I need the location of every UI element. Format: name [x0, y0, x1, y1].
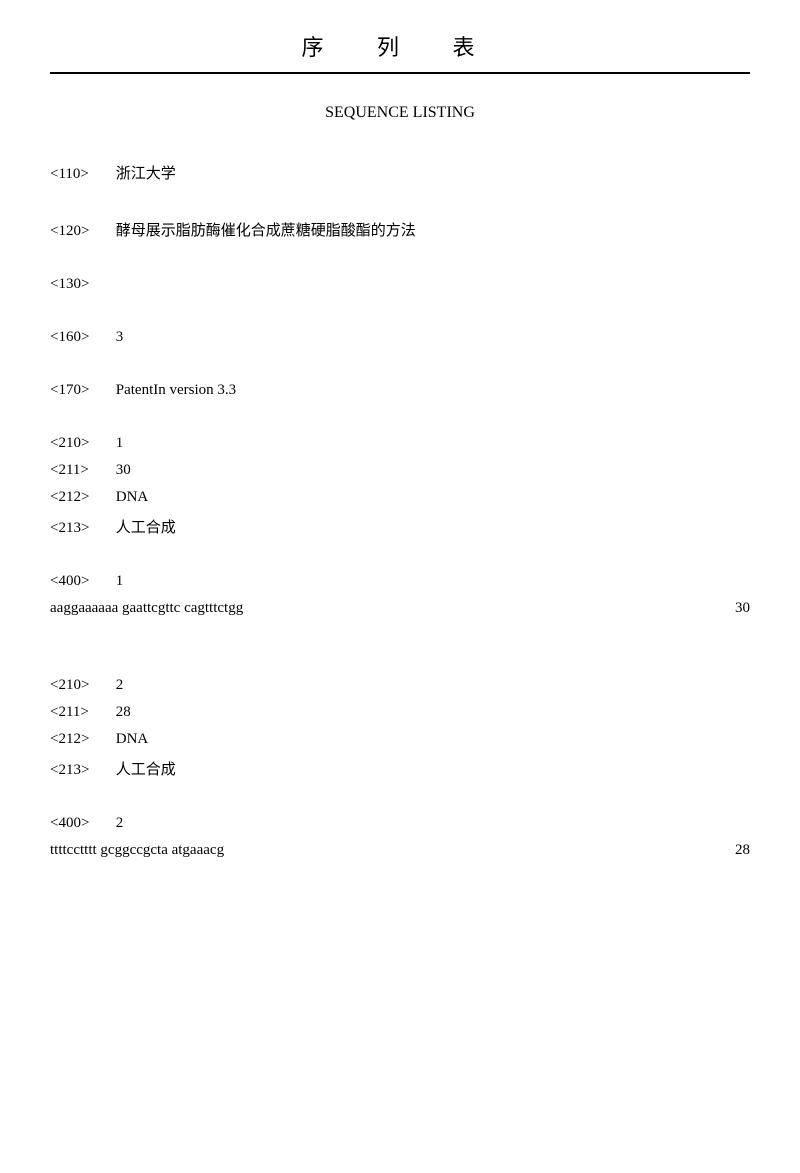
seq2-sequence: ttttcctttt gcggccgcta atgaaacg — [50, 842, 224, 859]
seq2-213: <213> 人工合成 — [50, 758, 750, 779]
value-170: PatentIn version 3.3 — [116, 382, 236, 398]
tag-seq2-400: <400> — [50, 815, 112, 832]
value-seq2-210: 2 — [116, 677, 124, 693]
seq1-sequence: aaggaaaaaa gaattcgttc cagtttctgg — [50, 600, 243, 617]
tag-seq1-211: <211> — [50, 462, 112, 479]
value-seq1-211: 30 — [116, 462, 131, 478]
tag-160: <160> — [50, 329, 112, 346]
tag-seq2-210: <210> — [50, 677, 112, 694]
field-120: <120> 酵母展示脂肪酶催化合成蔗糖硬脂酸酯的方法 — [50, 219, 750, 240]
seq1-211: <211> 30 — [50, 462, 750, 479]
seq2-210: <210> 2 — [50, 677, 750, 694]
seq1-210: <210> 1 — [50, 435, 750, 452]
tag-seq2-211: <211> — [50, 704, 112, 721]
seq1-213: <213> 人工合成 — [50, 516, 750, 537]
field-160: <160> 3 — [50, 329, 750, 346]
seq2-211: <211> 28 — [50, 704, 750, 721]
subtitle: SEQUENCE LISTING — [50, 104, 750, 122]
value-110: 浙江大学 — [116, 166, 176, 182]
seq2-400: <400> 2 — [50, 815, 750, 832]
seq2-212: <212> DNA — [50, 731, 750, 748]
page-title: 序 列 表 — [50, 30, 750, 74]
tag-seq1-210: <210> — [50, 435, 112, 452]
tag-130: <130> — [50, 276, 112, 293]
value-seq2-211: 28 — [116, 704, 131, 720]
tag-seq1-400: <400> — [50, 573, 112, 590]
value-seq2-400: 2 — [116, 815, 124, 831]
seq2-length: 28 — [735, 842, 750, 859]
tag-110: <110> — [50, 166, 112, 183]
value-seq2-212: DNA — [116, 731, 149, 747]
value-160: 3 — [116, 329, 124, 345]
field-170: <170> PatentIn version 3.3 — [50, 382, 750, 399]
tag-seq2-212: <212> — [50, 731, 112, 748]
field-130: <130> — [50, 276, 750, 293]
value-seq1-400: 1 — [116, 573, 124, 589]
seq1-sequence-row: aaggaaaaaa gaattcgttc cagtttctgg 30 — [50, 600, 750, 617]
tag-seq1-213: <213> — [50, 520, 112, 537]
tag-120: <120> — [50, 223, 112, 240]
value-seq1-210: 1 — [116, 435, 124, 451]
value-120: 酵母展示脂肪酶催化合成蔗糖硬脂酸酯的方法 — [116, 223, 416, 239]
seq1-212: <212> DNA — [50, 489, 750, 506]
value-seq1-213: 人工合成 — [116, 520, 176, 536]
seq1-length: 30 — [735, 600, 750, 617]
field-110: <110> 浙江大学 — [50, 162, 750, 183]
tag-170: <170> — [50, 382, 112, 399]
tag-seq2-213: <213> — [50, 762, 112, 779]
tag-seq1-212: <212> — [50, 489, 112, 506]
value-seq2-213: 人工合成 — [116, 762, 176, 778]
seq2-sequence-row: ttttcctttt gcggccgcta atgaaacg 28 — [50, 842, 750, 859]
seq1-400: <400> 1 — [50, 573, 750, 590]
value-seq1-212: DNA — [116, 489, 149, 505]
